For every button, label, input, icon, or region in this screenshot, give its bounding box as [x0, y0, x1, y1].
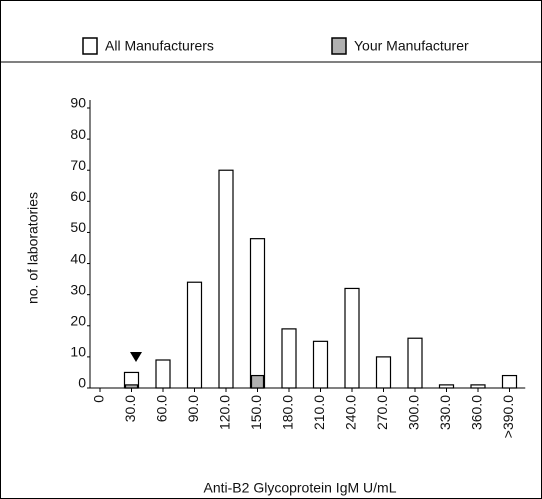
- bar: [250, 374, 265, 389]
- x-tick-label: 360.0: [469, 395, 485, 430]
- x-tick-label: 270.0: [374, 395, 390, 430]
- legend-label: Your Manufacturer: [354, 38, 469, 54]
- x-tick-label: 0: [91, 395, 107, 403]
- bar: [281, 328, 297, 389]
- bar: [407, 337, 423, 389]
- bar: [438, 384, 455, 389]
- y-tick-label: 90: [70, 95, 86, 111]
- y-tick-label: 10: [70, 344, 86, 360]
- bar: [470, 384, 486, 389]
- x-tick-label: 120.0: [217, 395, 233, 430]
- y-tick-label: 70: [70, 157, 86, 173]
- x-tick-label: 180.0: [280, 395, 296, 430]
- y-tick-label: 20: [70, 312, 86, 328]
- bar: [501, 374, 518, 389]
- x-tick-label: 150.0: [248, 395, 264, 430]
- x-tick-label: 300.0: [406, 395, 422, 430]
- y-tick-label: 50: [70, 219, 86, 235]
- legend-swatch: [82, 37, 98, 55]
- y-tick-label: 0: [78, 375, 86, 391]
- x-tick-label: 30.0: [122, 395, 138, 422]
- bar: [155, 359, 171, 389]
- legend-label: All Manufacturers: [105, 38, 214, 54]
- bar: [186, 281, 203, 389]
- bar: [344, 287, 360, 389]
- y-tick-label: 80: [70, 126, 86, 142]
- x-tick-label: >390.0: [500, 395, 516, 438]
- legend-swatch: [331, 37, 347, 55]
- bar: [249, 238, 266, 389]
- y-tick-label: 30: [70, 281, 86, 297]
- bar: [375, 356, 392, 389]
- x-axis-label: Anti-B2 Glycoprotein IgM U/mL: [204, 480, 397, 496]
- x-tick-label: 210.0: [311, 395, 327, 430]
- your-result-marker: [130, 352, 142, 362]
- bar: [124, 384, 139, 389]
- x-tick-label: 90.0: [185, 395, 201, 422]
- y-tick-label: 40: [70, 250, 86, 266]
- y-tick-label: 60: [70, 188, 86, 204]
- y-axis-label: no. of laboratories: [25, 192, 41, 304]
- x-tick-label: 240.0: [343, 395, 359, 430]
- x-tick-label: 60.0: [154, 395, 170, 422]
- x-tick-label: 330.0: [437, 395, 453, 430]
- bar: [218, 169, 234, 389]
- bar: [312, 340, 329, 389]
